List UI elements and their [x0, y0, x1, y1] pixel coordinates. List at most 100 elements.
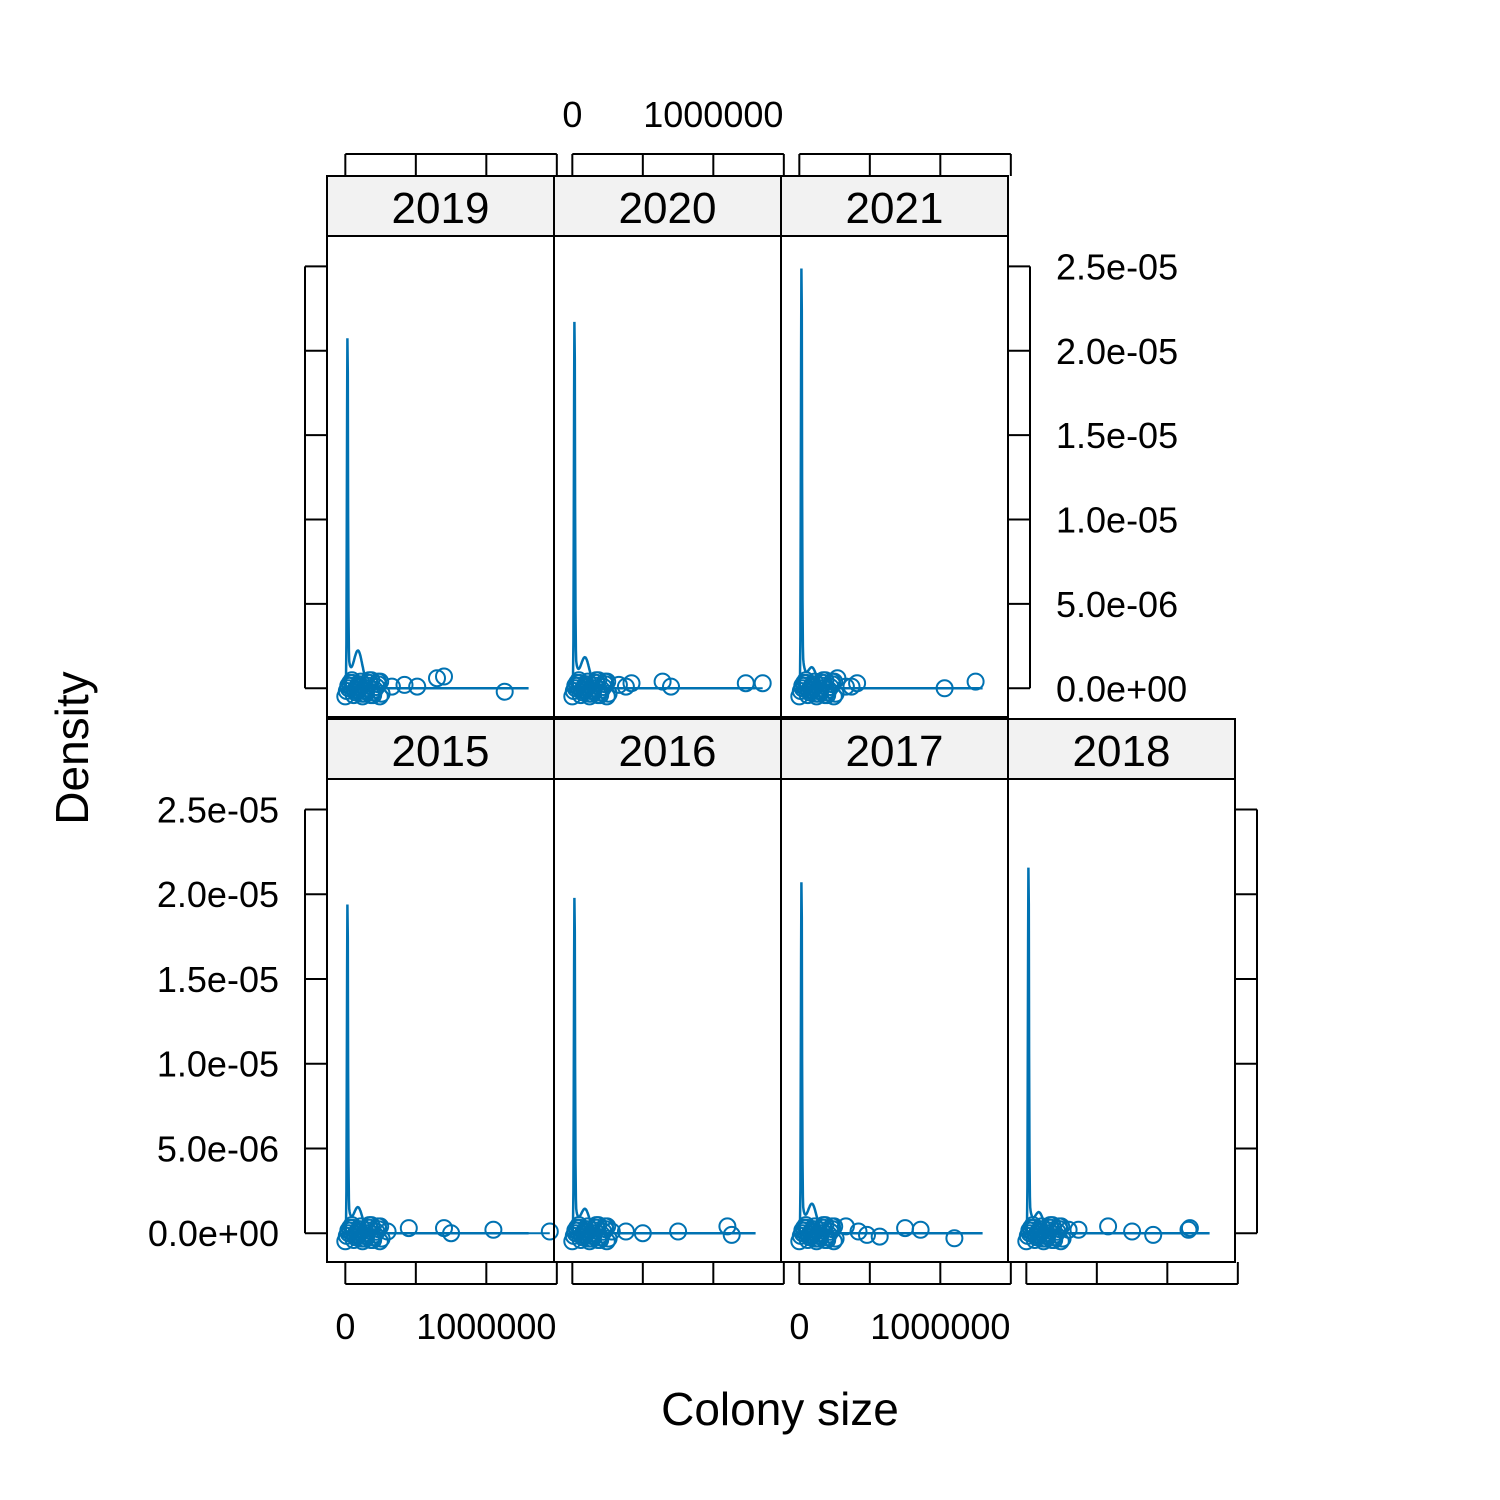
- point-cluster-2019: [336, 671, 391, 706]
- density-line-2021: [796, 268, 983, 690]
- outlier-point: [1179, 1220, 1198, 1239]
- y-tick-label: 1.0e-05: [1056, 500, 1178, 541]
- x-tick-label: 0: [335, 1306, 355, 1347]
- outlier-point: [858, 1225, 876, 1244]
- outlier-point: [540, 1222, 559, 1241]
- data-point: [814, 671, 833, 690]
- x-tick-label: 0: [789, 1306, 809, 1347]
- strip-2018: [1007, 718, 1236, 780]
- density-line-2015: [342, 904, 529, 1235]
- panel-frame-2017: [780, 778, 1009, 1263]
- data-point: [587, 671, 606, 690]
- axes: 0 1000000 0 1000000 0 1000000 0.0e+00 5.0e-06 1.…: [148, 94, 1258, 1347]
- y-tick-label: 2.0e-05: [157, 874, 279, 915]
- density-line-2017: [796, 882, 983, 1235]
- outlier-point: [1069, 1220, 1088, 1239]
- data-point: [360, 1216, 379, 1235]
- panel-grid: 2019 2020 2021 2015 2016 2017 2018: [326, 175, 1236, 1263]
- panel-2016: 2016: [553, 718, 782, 1263]
- point-cluster-2020: [563, 671, 618, 706]
- y-tick-label: 5.0e-06: [157, 1128, 279, 1169]
- point-cluster-2021: [790, 671, 845, 706]
- panel-frame-2021: [780, 235, 1009, 718]
- data-point: [369, 1217, 387, 1236]
- y-tick-label: 5.0e-06: [1056, 584, 1178, 625]
- point-cluster-2015: [336, 1216, 391, 1251]
- data-point: [1041, 1216, 1060, 1235]
- y-tick-label: 2.5e-05: [1056, 246, 1178, 287]
- outlier-point: [633, 1224, 652, 1243]
- data-point: [596, 672, 614, 691]
- outlier-point: [849, 1222, 868, 1241]
- outlier-point: [870, 1227, 889, 1246]
- strip-label-2016: 2016: [619, 727, 717, 776]
- y-tick-label: 0.0e+00: [1056, 668, 1187, 709]
- data-point: [823, 1217, 841, 1236]
- panel-frame-2018: [1007, 778, 1236, 1263]
- y-tick-label: 2.0e-05: [1056, 331, 1178, 372]
- y-tick-label: 1.5e-05: [1056, 415, 1178, 456]
- x-axis-title: Colony size: [661, 1383, 899, 1435]
- outlier-point: [408, 677, 427, 696]
- panel-2021: 2021: [780, 175, 1009, 718]
- outlier-point: [1099, 1217, 1118, 1236]
- point-cluster-2016: [563, 1216, 618, 1251]
- outlier-point: [753, 674, 772, 693]
- data-point: [1053, 1229, 1072, 1248]
- outlier-point: [1180, 1219, 1199, 1238]
- outlier-point: [911, 1220, 930, 1239]
- panel-2020: 2020: [553, 175, 782, 718]
- panel-frame-2019: [326, 235, 555, 718]
- outlier-point: [378, 1222, 397, 1241]
- x-tick-label: 1000000: [416, 1306, 556, 1347]
- data-point: [1050, 1217, 1068, 1236]
- panel-2018: 2018: [1007, 718, 1236, 1263]
- x-tick-label: 1000000: [870, 1306, 1010, 1347]
- data-point: [360, 671, 379, 690]
- data-point: [826, 1229, 845, 1248]
- x-tick-label: 0: [562, 94, 582, 135]
- outlier-point: [1059, 1220, 1078, 1239]
- panel-2019: 2019: [326, 175, 555, 718]
- strip-label-2017: 2017: [846, 727, 944, 776]
- panel-2015: 2015: [326, 718, 559, 1263]
- strip-2021: [780, 175, 1009, 237]
- data-point: [587, 1216, 606, 1235]
- y-tick-label: 1.5e-05: [157, 959, 279, 1000]
- outlier-point: [848, 674, 867, 693]
- panel-frame-2015: [326, 778, 555, 1263]
- outlier-point: [669, 1222, 688, 1241]
- outlier-point: [616, 1222, 635, 1241]
- outlier-point: [1144, 1225, 1163, 1244]
- outlier-point: [609, 675, 628, 694]
- outlier-point: [435, 667, 453, 686]
- outlier-point: [836, 1217, 855, 1236]
- data-point: [599, 684, 618, 703]
- y-axis-title: Density: [46, 671, 98, 824]
- outlier-point: [622, 674, 641, 693]
- outlier-point: [484, 1220, 503, 1239]
- outlier-point: [602, 1222, 621, 1241]
- density-line-2020: [569, 321, 756, 690]
- strip-label-2018: 2018: [1073, 727, 1171, 776]
- strip-label-2015: 2015: [392, 727, 490, 776]
- x-tick-label: 1000000: [643, 94, 783, 135]
- outlier-point: [428, 669, 446, 688]
- outlier-point: [662, 677, 680, 696]
- outlier-point: [935, 679, 954, 698]
- outlier-point: [722, 1225, 741, 1244]
- panel-frame-2020: [553, 235, 782, 718]
- density-line-2018: [1023, 867, 1210, 1235]
- outlier-point: [966, 672, 985, 691]
- outlier-point: [399, 1219, 418, 1238]
- outlier-point: [718, 1217, 737, 1236]
- outlier-point: [382, 677, 401, 696]
- outlier-point: [395, 675, 414, 694]
- outlier-point: [945, 1229, 964, 1248]
- density-line-2016: [569, 897, 756, 1235]
- y-tick-label: 1.0e-05: [157, 1044, 279, 1085]
- strip-2019: [326, 175, 555, 237]
- outlier-point: [442, 1224, 461, 1243]
- outlier-point: [836, 677, 855, 696]
